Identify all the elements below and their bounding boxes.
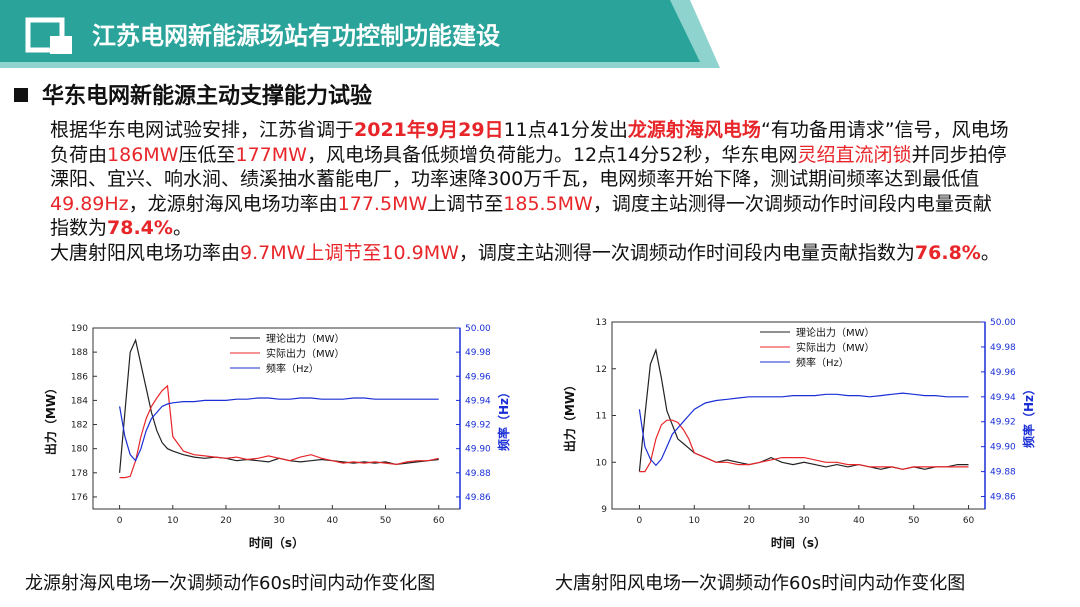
x-tick-label: 0	[117, 516, 123, 526]
section-title: 华东电网新能源主动支撑能力试验	[42, 83, 372, 109]
text-run: 。	[980, 241, 1000, 264]
text-run: 177.5MW	[337, 192, 428, 215]
text-run: 压低至	[178, 143, 236, 166]
text-run: 灵绍直流闭锁	[797, 143, 912, 166]
y2-tick-label: 49.98	[990, 343, 1016, 353]
series-line	[639, 419, 969, 473]
header-title: 江苏电网新能源场站有功控制功能建设	[92, 22, 500, 50]
x-tick-label: 10	[167, 516, 179, 526]
text-run: ，调度主站测得一次调频动作时间段内电量贡献指数为	[50, 192, 992, 240]
y2-tick-label: 49.96	[990, 368, 1016, 378]
text-run: 2021年9月29日	[354, 119, 504, 141]
y-tick-label: 184	[71, 396, 88, 406]
text-run: 49.89Hz	[50, 192, 129, 215]
legend-label: 理论出力（MW）	[796, 326, 875, 339]
x-tick-label: 60	[433, 516, 445, 526]
text-run: 185.5MW	[503, 192, 593, 215]
y2-tick-label: 49.98	[465, 348, 491, 358]
y-tick-label: 186	[71, 372, 88, 382]
series-line	[119, 384, 439, 479]
y-axis-label: 出力（MW）	[43, 382, 58, 455]
y2-tick-label: 49.86	[465, 493, 491, 503]
y2-tick-label: 49.92	[465, 421, 491, 431]
y-tick-label: 176	[71, 493, 88, 503]
y-tick-label: 10	[596, 458, 608, 468]
y2-tick-label: 49.90	[990, 443, 1016, 453]
text-run: ，调度主站测得一次调频动作时间段内电量贡献指数为	[458, 241, 915, 264]
bullet	[14, 88, 28, 102]
text-run: 186MW	[107, 143, 179, 166]
y-tick-label: 180	[71, 445, 88, 455]
y-axis-label: 出力（MW）	[562, 379, 577, 452]
x-tick-label: 30	[273, 516, 285, 526]
paragraph: 大唐射阳风电场功率由9.7MW上调节至10.9MW，调度主站测得一次调频动作时间…	[50, 241, 1010, 266]
legend-label: 实际出力（MW）	[796, 341, 875, 354]
y-tick-label: 12	[596, 365, 607, 375]
legend-label: 实际出力（MW）	[266, 347, 345, 360]
x-tick-label: 10	[689, 516, 701, 526]
series-line	[119, 397, 439, 462]
y-tick-label: 178	[71, 469, 88, 479]
y-tick-label: 9	[601, 505, 607, 515]
x-tick-label: 40	[853, 516, 865, 526]
y2-axis-label: 频率（Hz）	[496, 386, 511, 451]
x-tick-label: 20	[220, 516, 232, 526]
y2-tick-label: 49.92	[990, 418, 1016, 428]
x-tick-label: 50	[908, 516, 920, 526]
text-run: “有功备用请求”信号，风电场负荷由	[50, 119, 1009, 166]
text-run: ，风电场具备低频增负荷能力。12点14分52秒，华东电网	[306, 143, 798, 166]
y2-tick-label: 49.86	[990, 493, 1016, 503]
y2-axis-label: 频率（Hz）	[1021, 383, 1036, 448]
text-run: 11点41分发出	[503, 119, 628, 141]
legend-label: 理论出力（MW）	[266, 332, 345, 345]
text-run: ，龙源射海风电场功率由	[128, 192, 338, 215]
series-line	[119, 338, 439, 473]
header-icon	[25, 17, 65, 53]
x-axis-label: 时间（s）	[771, 535, 826, 550]
chart-caption: 大唐射阳风电场一次调频动作60s时间内动作变化图	[555, 573, 965, 594]
x-tick-label: 50	[380, 516, 392, 526]
y-tick-label: 182	[71, 421, 88, 431]
y2-tick-label: 50.00	[990, 318, 1016, 328]
text-run: 78.4%	[107, 217, 173, 239]
text-run: 并同步拍停溧阳、宜兴、响水涧、绩溪抽水蓄能电厂，功率速降300万千瓦，电网频率开…	[50, 143, 1007, 191]
x-tick-label: 60	[963, 516, 975, 526]
x-tick-label: 30	[798, 516, 810, 526]
text-run: 龙源射海风电场	[627, 119, 761, 141]
x-tick-label: 0	[637, 516, 643, 526]
series-line	[638, 392, 969, 467]
y2-tick-label: 49.88	[465, 469, 491, 479]
y2-tick-label: 49.88	[990, 468, 1016, 478]
header-icon	[50, 36, 72, 54]
y2-tick-label: 50.00	[465, 324, 491, 334]
text-run: 根据华东电网试验安排，江苏省调于	[50, 119, 355, 141]
paragraph: 根据华东电网试验安排，江苏省调于2021年9月29日11点41分发出龙源射海风电…	[50, 118, 1010, 241]
paragraph-block: 根据华东电网试验安排，江苏省调于2021年9月29日11点41分发出龙源射海风电…	[50, 118, 1010, 265]
y2-tick-label: 49.94	[990, 393, 1016, 403]
y2-tick-label: 49.94	[465, 396, 491, 406]
y2-tick-label: 49.96	[465, 372, 491, 382]
y-tick-label: 188	[71, 348, 88, 358]
legend-label: 频率（Hz）	[266, 362, 319, 375]
text-run: 76.8%	[914, 241, 981, 264]
header-band	[0, 0, 700, 62]
x-axis-label: 时间（s）	[249, 535, 304, 550]
legend-label: 频率（Hz）	[796, 356, 849, 369]
chart-caption: 龙源射海风电场一次调频动作60s时间内动作变化图	[25, 573, 435, 594]
text-run: 上调节至	[427, 192, 504, 215]
y-tick-label: 11	[596, 412, 607, 422]
y-tick-label: 190	[71, 324, 88, 334]
text-run: 177MW	[235, 143, 307, 166]
x-tick-label: 40	[327, 516, 339, 526]
x-tick-label: 20	[743, 516, 755, 526]
text-run: 9.7MW上调节至10.9MW	[240, 241, 459, 264]
text-run: 。	[172, 217, 192, 239]
y-tick-label: 13	[596, 318, 607, 328]
y2-tick-label: 49.90	[465, 445, 491, 455]
text-run: 大唐射阳风电场功率由	[50, 241, 241, 264]
